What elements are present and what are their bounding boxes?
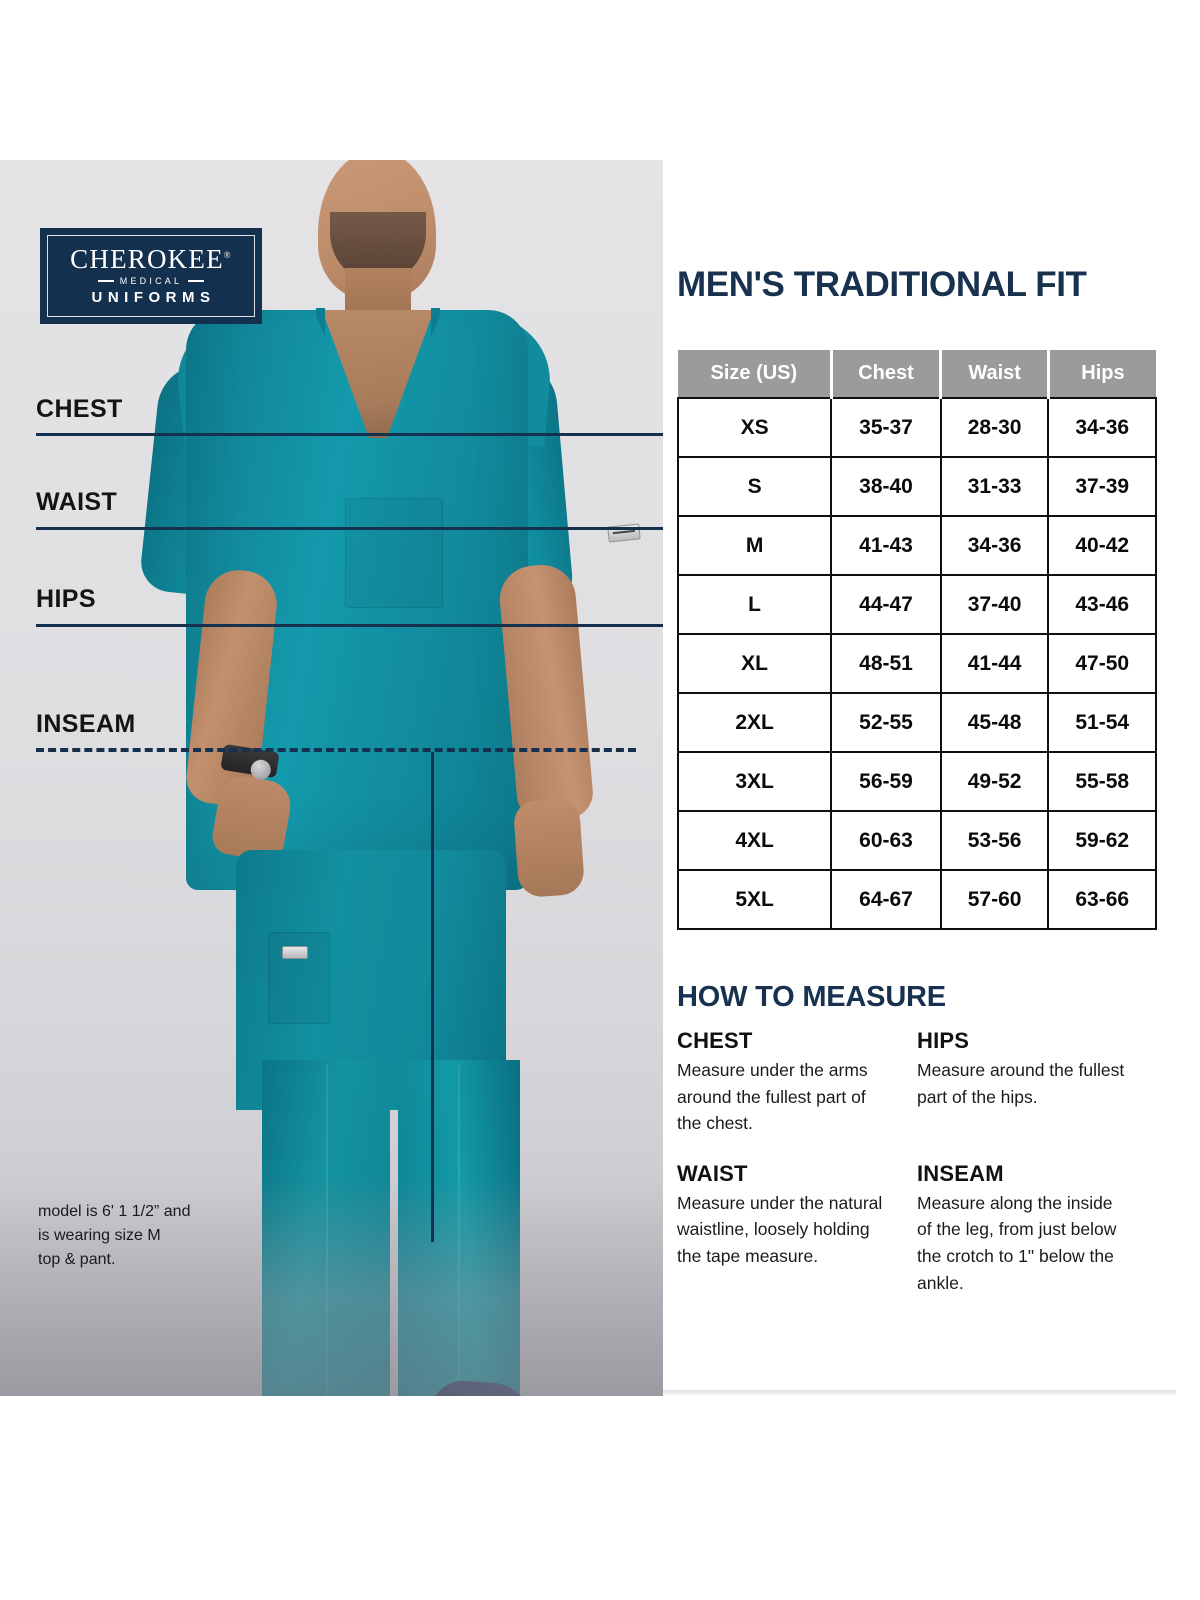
cell-hips: 59-62 [1047, 810, 1157, 871]
cell-size: 2XL [676, 692, 833, 753]
logo-inner-border: CHEROKEE® MEDICAL UNIFORMS [47, 235, 255, 317]
table-row: 4XL 60-63 53-56 59-62 [676, 810, 1157, 871]
measure-item-label: WAIST [677, 1160, 748, 1186]
cell-size: XL [676, 633, 833, 694]
cell-chest: 64-67 [830, 869, 942, 930]
measure-item-description: Measure around the fullest part of the h… [917, 1060, 1125, 1107]
cell-hips: 47-50 [1047, 633, 1157, 694]
info-panel: MEN'S TRADITIONAL FIT Size (US) Chest Wa… [663, 160, 1200, 1396]
logo-brand-name: CHEROKEE® [70, 246, 232, 273]
measure-item-waist: WAIST Measure under the natural waistline… [677, 1161, 917, 1296]
cell-hips: 51-54 [1047, 692, 1157, 753]
model-note-line-1: model is 6' 1 1/2” and [38, 1203, 191, 1220]
how-to-measure-heading: HOW TO MEASURE [677, 981, 946, 1013]
cell-chest: 41-43 [830, 515, 942, 576]
table-header: Size (US) Chest Waist Hips [678, 350, 1156, 398]
scrub-top-chest-pocket [345, 498, 443, 608]
cell-hips: 55-58 [1047, 751, 1157, 812]
cell-size: 5XL [676, 869, 833, 930]
cell-hips: 40-42 [1047, 515, 1157, 576]
how-to-measure-grid: CHEST Measure under the arms around the f… [677, 1028, 1147, 1296]
table-row: 5XL 64-67 57-60 63-66 [676, 869, 1157, 930]
measure-item-label: CHEST [677, 1028, 753, 1053]
callout-line-inseam [36, 748, 636, 752]
cell-hips: 37-39 [1047, 456, 1157, 517]
cell-waist: 31-33 [939, 456, 1050, 517]
page-title: MEN'S TRADITIONAL FIT [677, 265, 1087, 304]
model-note-line-2: is wearing size M [38, 1227, 161, 1244]
cell-size: M [676, 515, 833, 576]
size-chart-table: Size (US) Chest Waist Hips XS 35-37 28-30 3… [676, 350, 1157, 930]
logo-uniforms-line: UNIFORMS [91, 289, 216, 306]
registered-trademark-icon: ® [223, 250, 232, 260]
callout-label-inseam: INSEAM [36, 710, 136, 738]
cell-size: L [676, 574, 833, 635]
callout-line-chest [36, 433, 786, 436]
callout-line-waist [36, 527, 746, 530]
cell-chest: 44-47 [830, 574, 942, 635]
cell-waist: 41-44 [939, 633, 1050, 694]
table-row: S 38-40 31-33 37-39 [676, 456, 1157, 517]
table-row: L 44-47 37-40 43-46 [676, 574, 1157, 635]
measure-item-description: Measure under the arms around the fulles… [677, 1060, 868, 1134]
column-header-waist: Waist [940, 350, 1050, 398]
measure-item-hips: HIPS Measure around the fullest part of t… [917, 1028, 1147, 1137]
table-row: M 41-43 34-36 40-42 [676, 515, 1157, 576]
cell-chest: 52-55 [830, 692, 942, 753]
cell-size: 4XL [676, 810, 833, 871]
table-body: XS 35-37 28-30 34-36 S 38-40 31-33 37-39 M 41-43 3… [676, 397, 1157, 930]
column-header-size: Size (US) [678, 350, 833, 398]
column-header-chest: Chest [831, 350, 943, 398]
cell-hips: 63-66 [1047, 869, 1157, 930]
measure-item-inseam: INSEAM Measure along the inside of the le… [917, 1161, 1147, 1296]
panel-bottom-shadow [663, 1390, 1176, 1396]
cell-waist: 45-48 [939, 692, 1050, 753]
table-row: XL 48-51 41-44 47-50 [676, 633, 1157, 694]
logo-medical-line: MEDICAL [98, 276, 204, 286]
scrub-pants-brand-tag [282, 946, 308, 959]
cell-waist: 57-60 [939, 869, 1050, 930]
cell-chest: 56-59 [830, 751, 942, 812]
table-header-row: Size (US) Chest Waist Hips [678, 350, 1156, 398]
logo-brand-text: CHEROKEE [70, 244, 224, 274]
cell-waist: 34-36 [939, 515, 1050, 576]
callout-label-hips: HIPS [36, 585, 96, 613]
cell-waist: 49-52 [939, 751, 1050, 812]
model-right-hand [512, 797, 586, 899]
floor-shadow [0, 1176, 663, 1396]
cell-chest: 38-40 [830, 456, 942, 517]
cell-waist: 28-30 [939, 397, 1050, 458]
table-row: 2XL 52-55 45-48 51-54 [676, 692, 1157, 753]
model-photo-panel [0, 160, 663, 1396]
model-note: model is 6' 1 1/2” and is wearing size M… [38, 1200, 278, 1272]
cell-waist: 37-40 [939, 574, 1050, 635]
table-row: XS 35-37 28-30 34-36 [676, 397, 1157, 458]
cell-chest: 60-63 [830, 810, 942, 871]
cell-hips: 43-46 [1047, 574, 1157, 635]
cell-size: XS [676, 397, 833, 458]
callout-inseam-vertical-line [431, 752, 434, 1242]
measure-item-label: INSEAM [917, 1160, 1004, 1186]
callout-label-chest: CHEST [36, 395, 123, 423]
callout-line-hips [36, 624, 726, 627]
cell-size: 3XL [676, 751, 833, 812]
measure-item-chest: CHEST Measure under the arms around the f… [677, 1028, 917, 1137]
model-note-line-3: top & pant. [38, 1251, 116, 1268]
cell-chest: 48-51 [830, 633, 942, 694]
callout-label-waist: WAIST [36, 488, 118, 516]
cell-waist: 53-56 [939, 810, 1050, 871]
table-row: 3XL 56-59 49-52 55-58 [676, 751, 1157, 812]
cherokee-logo: CHEROKEE® MEDICAL UNIFORMS [40, 228, 262, 324]
cell-size: S [676, 456, 833, 517]
measure-item-description: Measure under the natural waistline, loo… [677, 1192, 883, 1266]
measure-item-label: HIPS [917, 1028, 970, 1053]
cell-chest: 35-37 [830, 397, 942, 458]
measure-item-description: Measure along the inside of the leg, fro… [917, 1192, 1117, 1293]
column-header-hips: Hips [1048, 350, 1156, 398]
cell-hips: 34-36 [1047, 397, 1157, 458]
